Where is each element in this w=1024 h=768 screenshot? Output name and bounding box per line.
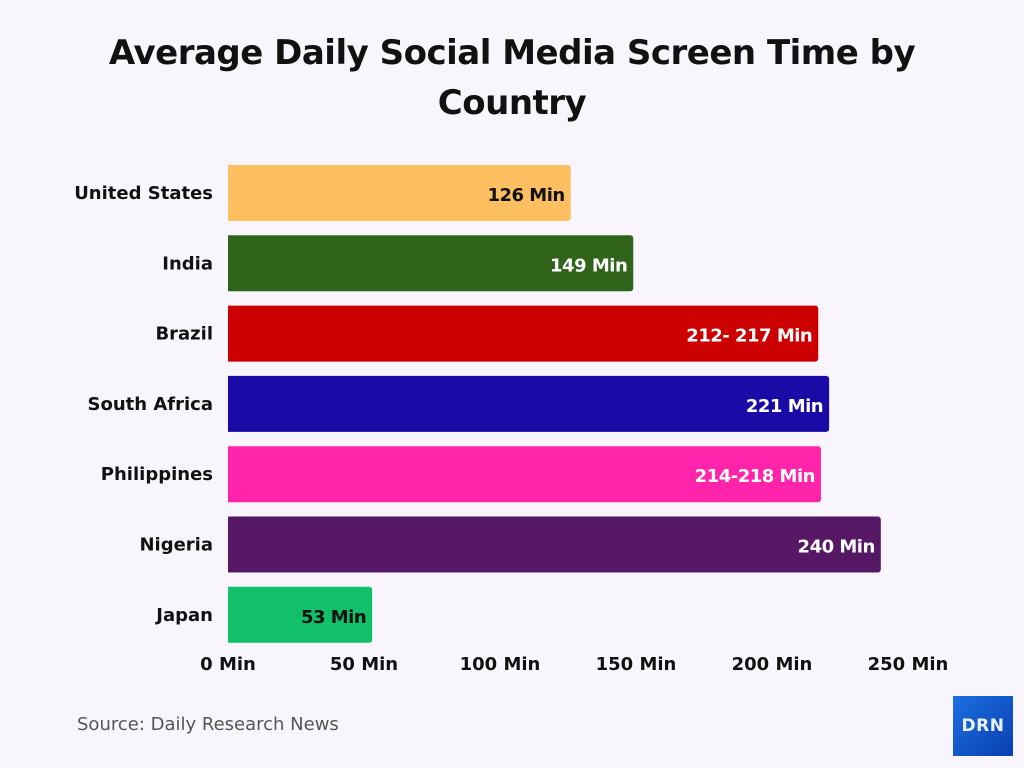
category-label: Nigeria bbox=[139, 535, 213, 556]
data-label: 149 Min bbox=[550, 255, 627, 276]
x-tick-label: 100 Min bbox=[460, 654, 541, 675]
bar bbox=[228, 235, 634, 292]
x-tick-label: 50 Min bbox=[330, 654, 398, 675]
category-label: Japan bbox=[154, 605, 213, 626]
category-label: Brazil bbox=[155, 324, 213, 345]
bar bbox=[228, 305, 819, 362]
data-label: 212- 217 Min bbox=[686, 326, 812, 347]
category-label: Philippines bbox=[101, 464, 213, 485]
category-label: South Africa bbox=[88, 394, 213, 415]
data-label: 214-218 Min bbox=[695, 466, 815, 487]
source-note: Source: Daily Research News bbox=[77, 714, 339, 735]
bar-chart: United States 126 Min India 149 Min Brazil 21… bbox=[74, 165, 949, 675]
data-label: 240 Min bbox=[798, 537, 875, 558]
x-tick-label: 200 Min bbox=[732, 654, 813, 675]
drn-logo: DRN bbox=[953, 696, 1013, 756]
bar bbox=[228, 165, 571, 221]
bar bbox=[228, 516, 881, 573]
data-label: 221 Min bbox=[746, 396, 823, 417]
category-label: India bbox=[162, 253, 213, 274]
x-tick-label: 150 Min bbox=[596, 654, 677, 675]
chart-title: Average Daily Social Media Screen Time b… bbox=[108, 33, 916, 123]
x-tick-label: 250 Min bbox=[868, 654, 949, 675]
bar bbox=[228, 446, 821, 503]
data-label: 53 Min bbox=[301, 607, 366, 628]
bar bbox=[228, 586, 373, 643]
x-tick-label: 0 Min bbox=[200, 654, 256, 675]
bar bbox=[228, 375, 830, 432]
data-label: 126 Min bbox=[487, 185, 564, 206]
category-label: United States bbox=[74, 183, 213, 204]
